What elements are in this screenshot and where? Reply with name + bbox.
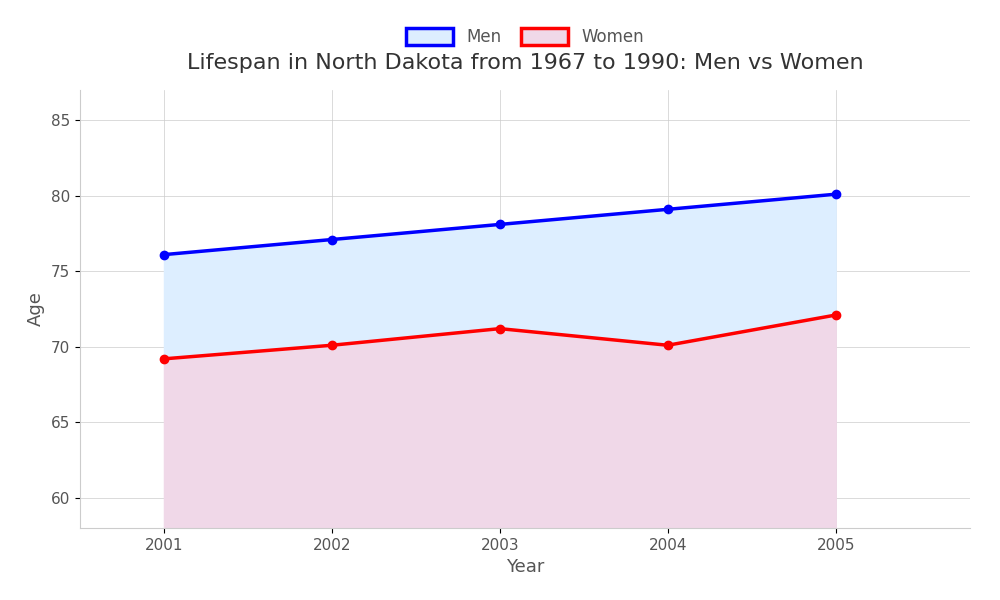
Title: Lifespan in North Dakota from 1967 to 1990: Men vs Women: Lifespan in North Dakota from 1967 to 19… xyxy=(187,53,863,73)
Y-axis label: Age: Age xyxy=(27,292,45,326)
Legend: Men, Women: Men, Women xyxy=(398,19,652,55)
X-axis label: Year: Year xyxy=(506,558,544,576)
